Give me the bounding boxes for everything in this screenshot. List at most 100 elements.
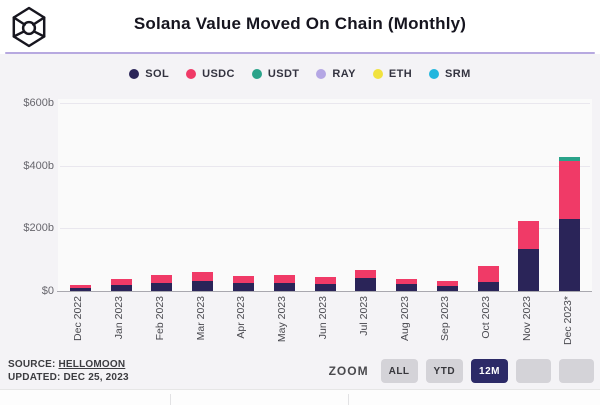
bar-segment-usdc[interactable]: [355, 270, 377, 278]
x-axis-tick-label: Jul 2023: [357, 296, 370, 336]
x-axis-tick-label: Oct 2023: [480, 296, 493, 339]
x-axis-tick-label: Mar 2023: [194, 296, 207, 341]
zoom-button-blank[interactable]: [516, 359, 551, 383]
bar-segment-sol[interactable]: [192, 280, 214, 291]
x-axis-tick-label: Jun 2023: [317, 296, 329, 340]
bar-segment-usdc[interactable]: [559, 160, 581, 219]
x-axis-tick-label: Jan 2023: [113, 296, 126, 340]
bottom-divider: [170, 394, 171, 405]
zoom-label: ZOOM: [328, 364, 369, 378]
bar-segment-usdc[interactable]: [273, 274, 295, 283]
plot-area: [58, 99, 592, 291]
zoom-controls: ZOOM ALL YTD 12M: [329, 359, 594, 383]
chart-section: SOL USDC USDT RAY ETH SRM $600b $400b $200b $0 De…: [0, 54, 600, 389]
gridline: [60, 103, 590, 104]
source-label: SOURCE:: [8, 359, 56, 370]
x-axis-tick-label: Feb 2023: [153, 296, 166, 341]
bar-segment-usdc[interactable]: [232, 276, 254, 284]
header: Solana Value Moved On Chain (Monthly): [0, 0, 600, 54]
updated-line: UPDATED: DEC 25, 2023: [8, 372, 129, 383]
bar-segment-usdc[interactable]: [151, 274, 173, 283]
zoom-button-all[interactable]: ALL: [380, 359, 418, 383]
bar-oct-2023[interactable]: [477, 265, 499, 291]
hellomoon-cube-logo-icon: [12, 6, 46, 48]
bar-segment-usdc[interactable]: [110, 279, 132, 286]
y-axis-tick-label: $400b: [23, 159, 54, 172]
legend-item-srm[interactable]: SRM: [429, 68, 471, 80]
legend-item-usdc[interactable]: USDC: [186, 68, 235, 80]
legend-label: USDT: [267, 68, 300, 80]
x-axis-tick-label: Aug 2023: [398, 296, 411, 341]
bar-segment-usdc[interactable]: [436, 280, 458, 286]
legend-item-ray[interactable]: RAY: [316, 68, 355, 80]
bar-segment-sol[interactable]: [355, 277, 377, 291]
bottom-strip: [0, 389, 600, 405]
bar-jan-2023[interactable]: [110, 279, 132, 291]
header-divider: [5, 52, 595, 54]
bar-segment-sol[interactable]: [559, 218, 581, 291]
legend-label: SRM: [445, 68, 471, 80]
legend-label: ETH: [388, 68, 413, 80]
bar-segment-usdc[interactable]: [314, 276, 336, 284]
zoom-button-ytd[interactable]: YTD: [425, 359, 464, 383]
y-axis-tick-label: $200b: [23, 222, 54, 235]
bar-segment-usdc[interactable]: [69, 285, 91, 289]
eth-dot-icon: [372, 69, 383, 79]
bar-segment-sol[interactable]: [273, 282, 295, 291]
x-axis-tick-label: Apr 2023: [235, 296, 248, 339]
bar-sep-2023[interactable]: [436, 280, 458, 291]
bar-segment-sol[interactable]: [232, 283, 254, 291]
x-axis-line: [57, 291, 592, 292]
page-title: Solana Value Moved On Chain (Monthly): [133, 14, 467, 33]
bar-segment-usdc[interactable]: [477, 265, 499, 283]
bar-dec-2023-[interactable]: [559, 157, 581, 291]
zoom-button-12m[interactable]: 12M: [471, 359, 508, 383]
bar-mar-2023[interactable]: [192, 271, 214, 291]
sol-dot-icon: [129, 69, 140, 79]
y-axis-tick-label: $600b: [23, 97, 54, 109]
bar-segment-usdc[interactable]: [396, 278, 418, 284]
bar-dec-2022[interactable]: [69, 285, 91, 291]
bar-segment-sol[interactable]: [69, 288, 91, 291]
bar-aug-2023[interactable]: [396, 278, 418, 291]
bar-nov-2023[interactable]: [518, 221, 540, 291]
bar-segment-usdc[interactable]: [518, 221, 540, 249]
chart-legend: SOL USDC USDT RAY ETH SRM: [0, 68, 600, 80]
srm-dot-icon: [429, 69, 440, 79]
source-link[interactable]: HELLOMOON: [58, 359, 126, 370]
legend-label: RAY: [332, 68, 356, 80]
bar-segment-sol[interactable]: [396, 283, 418, 291]
bottom-divider: [348, 394, 349, 405]
legend-label: USDC: [202, 68, 235, 80]
x-axis-tick-label: Nov 2023: [520, 296, 533, 341]
y-axis-tick-label: $0: [41, 285, 54, 297]
legend-item-sol[interactable]: SOL: [129, 68, 169, 80]
source-block: SOURCE: HELLOMOON UPDATED: DEC 25, 2023: [8, 358, 129, 384]
x-axis-tick-label: May 2023: [276, 296, 289, 343]
usdc-dot-icon: [186, 69, 197, 79]
bar-segment-sol[interactable]: [151, 282, 173, 291]
bar-feb-2023[interactable]: [151, 274, 173, 291]
bar-segment-sol[interactable]: [477, 282, 499, 291]
zoom-button-blank[interactable]: [559, 359, 594, 383]
bar-segment-usdc[interactable]: [192, 271, 214, 281]
legend-item-eth[interactable]: ETH: [372, 68, 413, 80]
ray-dot-icon: [316, 69, 327, 79]
bar-segment-usdt[interactable]: [559, 157, 581, 161]
x-axis-tick-label: Dec 2022: [72, 296, 85, 341]
bar-jul-2023[interactable]: [355, 270, 377, 291]
bar-jun-2023[interactable]: [314, 276, 336, 291]
gridline: [60, 165, 590, 167]
bar-segment-sol[interactable]: [110, 285, 132, 291]
bar-apr-2023[interactable]: [232, 276, 254, 291]
source-line: SOURCE: HELLOMOON: [8, 358, 129, 371]
gridline: [60, 228, 590, 230]
usdt-dot-icon: [251, 69, 262, 79]
x-axis-tick-label: Sep 2023: [439, 296, 452, 341]
bar-segment-sol[interactable]: [518, 248, 540, 291]
bar-segment-sol[interactable]: [314, 283, 336, 291]
bar-segment-sol[interactable]: [436, 285, 458, 291]
legend-item-usdt[interactable]: USDT: [251, 68, 300, 80]
bar-may-2023[interactable]: [273, 274, 295, 291]
